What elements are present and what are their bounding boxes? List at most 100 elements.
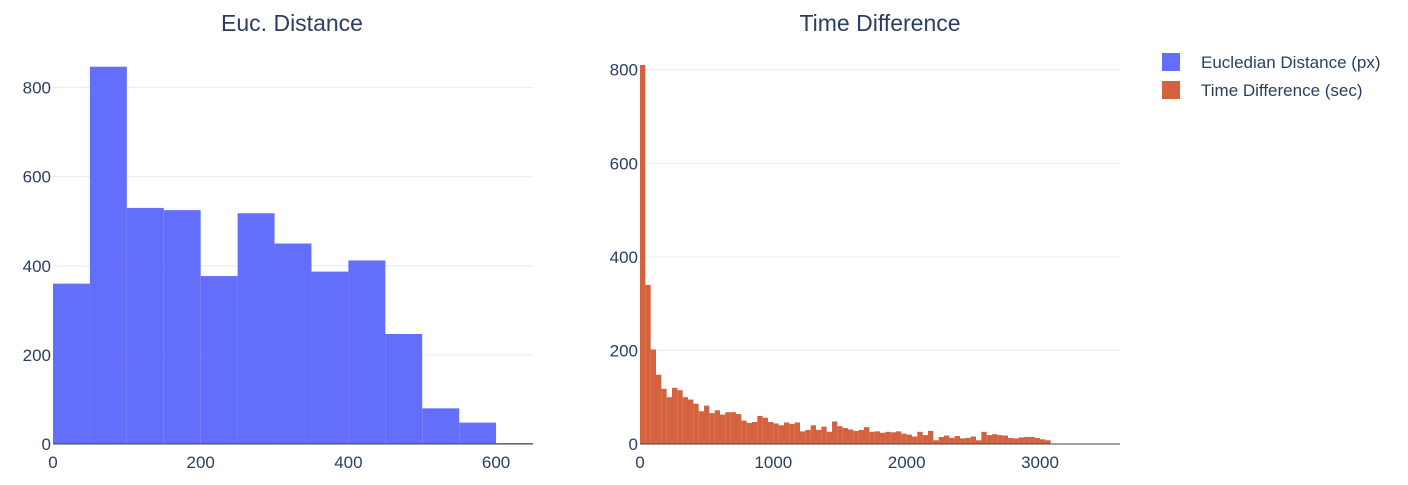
time-bar[interactable]: [725, 412, 731, 444]
time-bar[interactable]: [752, 422, 758, 444]
time-bar[interactable]: [746, 422, 752, 444]
legend-swatch[interactable]: [1162, 81, 1180, 99]
time-bar[interactable]: [741, 420, 747, 444]
time-bar[interactable]: [906, 434, 912, 444]
time-bar[interactable]: [1029, 436, 1035, 444]
time-bar[interactable]: [805, 429, 811, 444]
time-bar[interactable]: [1008, 437, 1014, 444]
euc-bar[interactable]: [237, 213, 275, 444]
time-bar[interactable]: [922, 435, 928, 444]
time-bar[interactable]: [682, 397, 688, 444]
time-x-tick-label: 1000: [754, 453, 792, 472]
time-bar[interactable]: [938, 436, 944, 444]
time-bar[interactable]: [1040, 439, 1046, 444]
euc-bar[interactable]: [348, 260, 386, 444]
time-bar[interactable]: [650, 349, 656, 444]
time-bar[interactable]: [773, 423, 779, 444]
time-bar[interactable]: [794, 422, 800, 444]
time-bar[interactable]: [730, 412, 736, 444]
euc-bar[interactable]: [126, 207, 164, 444]
time-bar[interactable]: [869, 431, 875, 444]
time-bar[interactable]: [1034, 437, 1040, 444]
time-bar[interactable]: [736, 414, 742, 444]
time-bar[interactable]: [842, 428, 848, 444]
euc-bar[interactable]: [385, 333, 423, 444]
time-bar[interactable]: [720, 414, 726, 444]
time-bar[interactable]: [688, 399, 694, 444]
euc-bar[interactable]: [459, 422, 497, 444]
time-bar[interactable]: [672, 387, 678, 444]
time-bar[interactable]: [858, 429, 864, 444]
time-bar[interactable]: [992, 434, 998, 444]
time-bar[interactable]: [965, 437, 971, 444]
time-bar[interactable]: [970, 436, 976, 444]
time-bar[interactable]: [901, 433, 907, 444]
time-bar[interactable]: [789, 423, 795, 444]
time-bar[interactable]: [944, 435, 950, 444]
time-bar[interactable]: [853, 430, 859, 444]
euc-bar[interactable]: [89, 66, 127, 444]
time-bar[interactable]: [762, 417, 768, 444]
time-bar[interactable]: [1013, 438, 1019, 444]
euc-bar[interactable]: [311, 271, 349, 444]
time-bar[interactable]: [933, 440, 939, 444]
time-bar[interactable]: [677, 390, 683, 444]
euc-y-tick-label: 600: [23, 168, 51, 187]
chart-time-difference: Time Difference 0 200 400 600 800 0 1000 2000 300…: [610, 10, 1120, 472]
time-bar[interactable]: [885, 431, 891, 444]
time-bar[interactable]: [693, 403, 699, 444]
time-bar[interactable]: [912, 436, 918, 444]
time-bar[interactable]: [960, 438, 966, 444]
time-bar[interactable]: [821, 426, 827, 444]
legend-label[interactable]: Time Difference (sec): [1201, 81, 1363, 100]
time-bar[interactable]: [981, 431, 987, 444]
time-bar[interactable]: [810, 425, 816, 444]
legend-label[interactable]: Eucledian Distance (px): [1201, 53, 1381, 72]
time-bar[interactable]: [954, 436, 960, 444]
time-bar[interactable]: [890, 432, 896, 444]
time-bar[interactable]: [1018, 437, 1024, 444]
legend[interactable]: Eucledian Distance (px) Time Difference (…: [1162, 53, 1381, 100]
time-bar[interactable]: [704, 405, 710, 444]
time-bar[interactable]: [986, 435, 992, 444]
time-bar[interactable]: [917, 431, 923, 444]
time-bar[interactable]: [997, 435, 1003, 444]
time-y-tick-label: 400: [610, 248, 638, 267]
time-bar[interactable]: [784, 422, 790, 444]
time-bar[interactable]: [698, 411, 704, 444]
time-bar[interactable]: [645, 284, 651, 444]
time-bar[interactable]: [714, 410, 720, 444]
euc-bar[interactable]: [274, 243, 312, 444]
euc-bar[interactable]: [200, 276, 238, 444]
time-bar[interactable]: [874, 431, 880, 444]
euc-x-tick-label: 400: [334, 453, 362, 472]
time-bar[interactable]: [709, 413, 715, 444]
time-bar[interactable]: [976, 440, 982, 444]
time-bar[interactable]: [949, 437, 955, 444]
time-bar[interactable]: [757, 415, 763, 444]
time-bar[interactable]: [864, 427, 870, 444]
time-bar[interactable]: [826, 431, 832, 444]
time-bar[interactable]: [848, 429, 854, 444]
euc-bar[interactable]: [422, 408, 460, 444]
time-bar[interactable]: [1045, 440, 1051, 444]
time-bar[interactable]: [778, 425, 784, 444]
time-bar[interactable]: [1002, 435, 1008, 444]
time-bar[interactable]: [768, 422, 774, 444]
legend-swatch[interactable]: [1162, 53, 1180, 71]
time-bar[interactable]: [896, 431, 902, 444]
euc-bar[interactable]: [53, 283, 90, 444]
time-bar[interactable]: [816, 429, 822, 444]
time-bar[interactable]: [800, 431, 806, 444]
time-bar[interactable]: [656, 374, 662, 444]
time-bar[interactable]: [666, 397, 672, 444]
time-chart-title: Time Difference: [799, 10, 960, 36]
time-bar[interactable]: [640, 65, 646, 444]
time-bar[interactable]: [880, 432, 886, 444]
time-bar[interactable]: [928, 430, 934, 444]
time-bar[interactable]: [661, 388, 667, 444]
time-bar[interactable]: [832, 421, 838, 444]
euc-bar[interactable]: [163, 210, 201, 444]
time-bar[interactable]: [837, 426, 843, 444]
time-bar[interactable]: [1024, 436, 1030, 444]
